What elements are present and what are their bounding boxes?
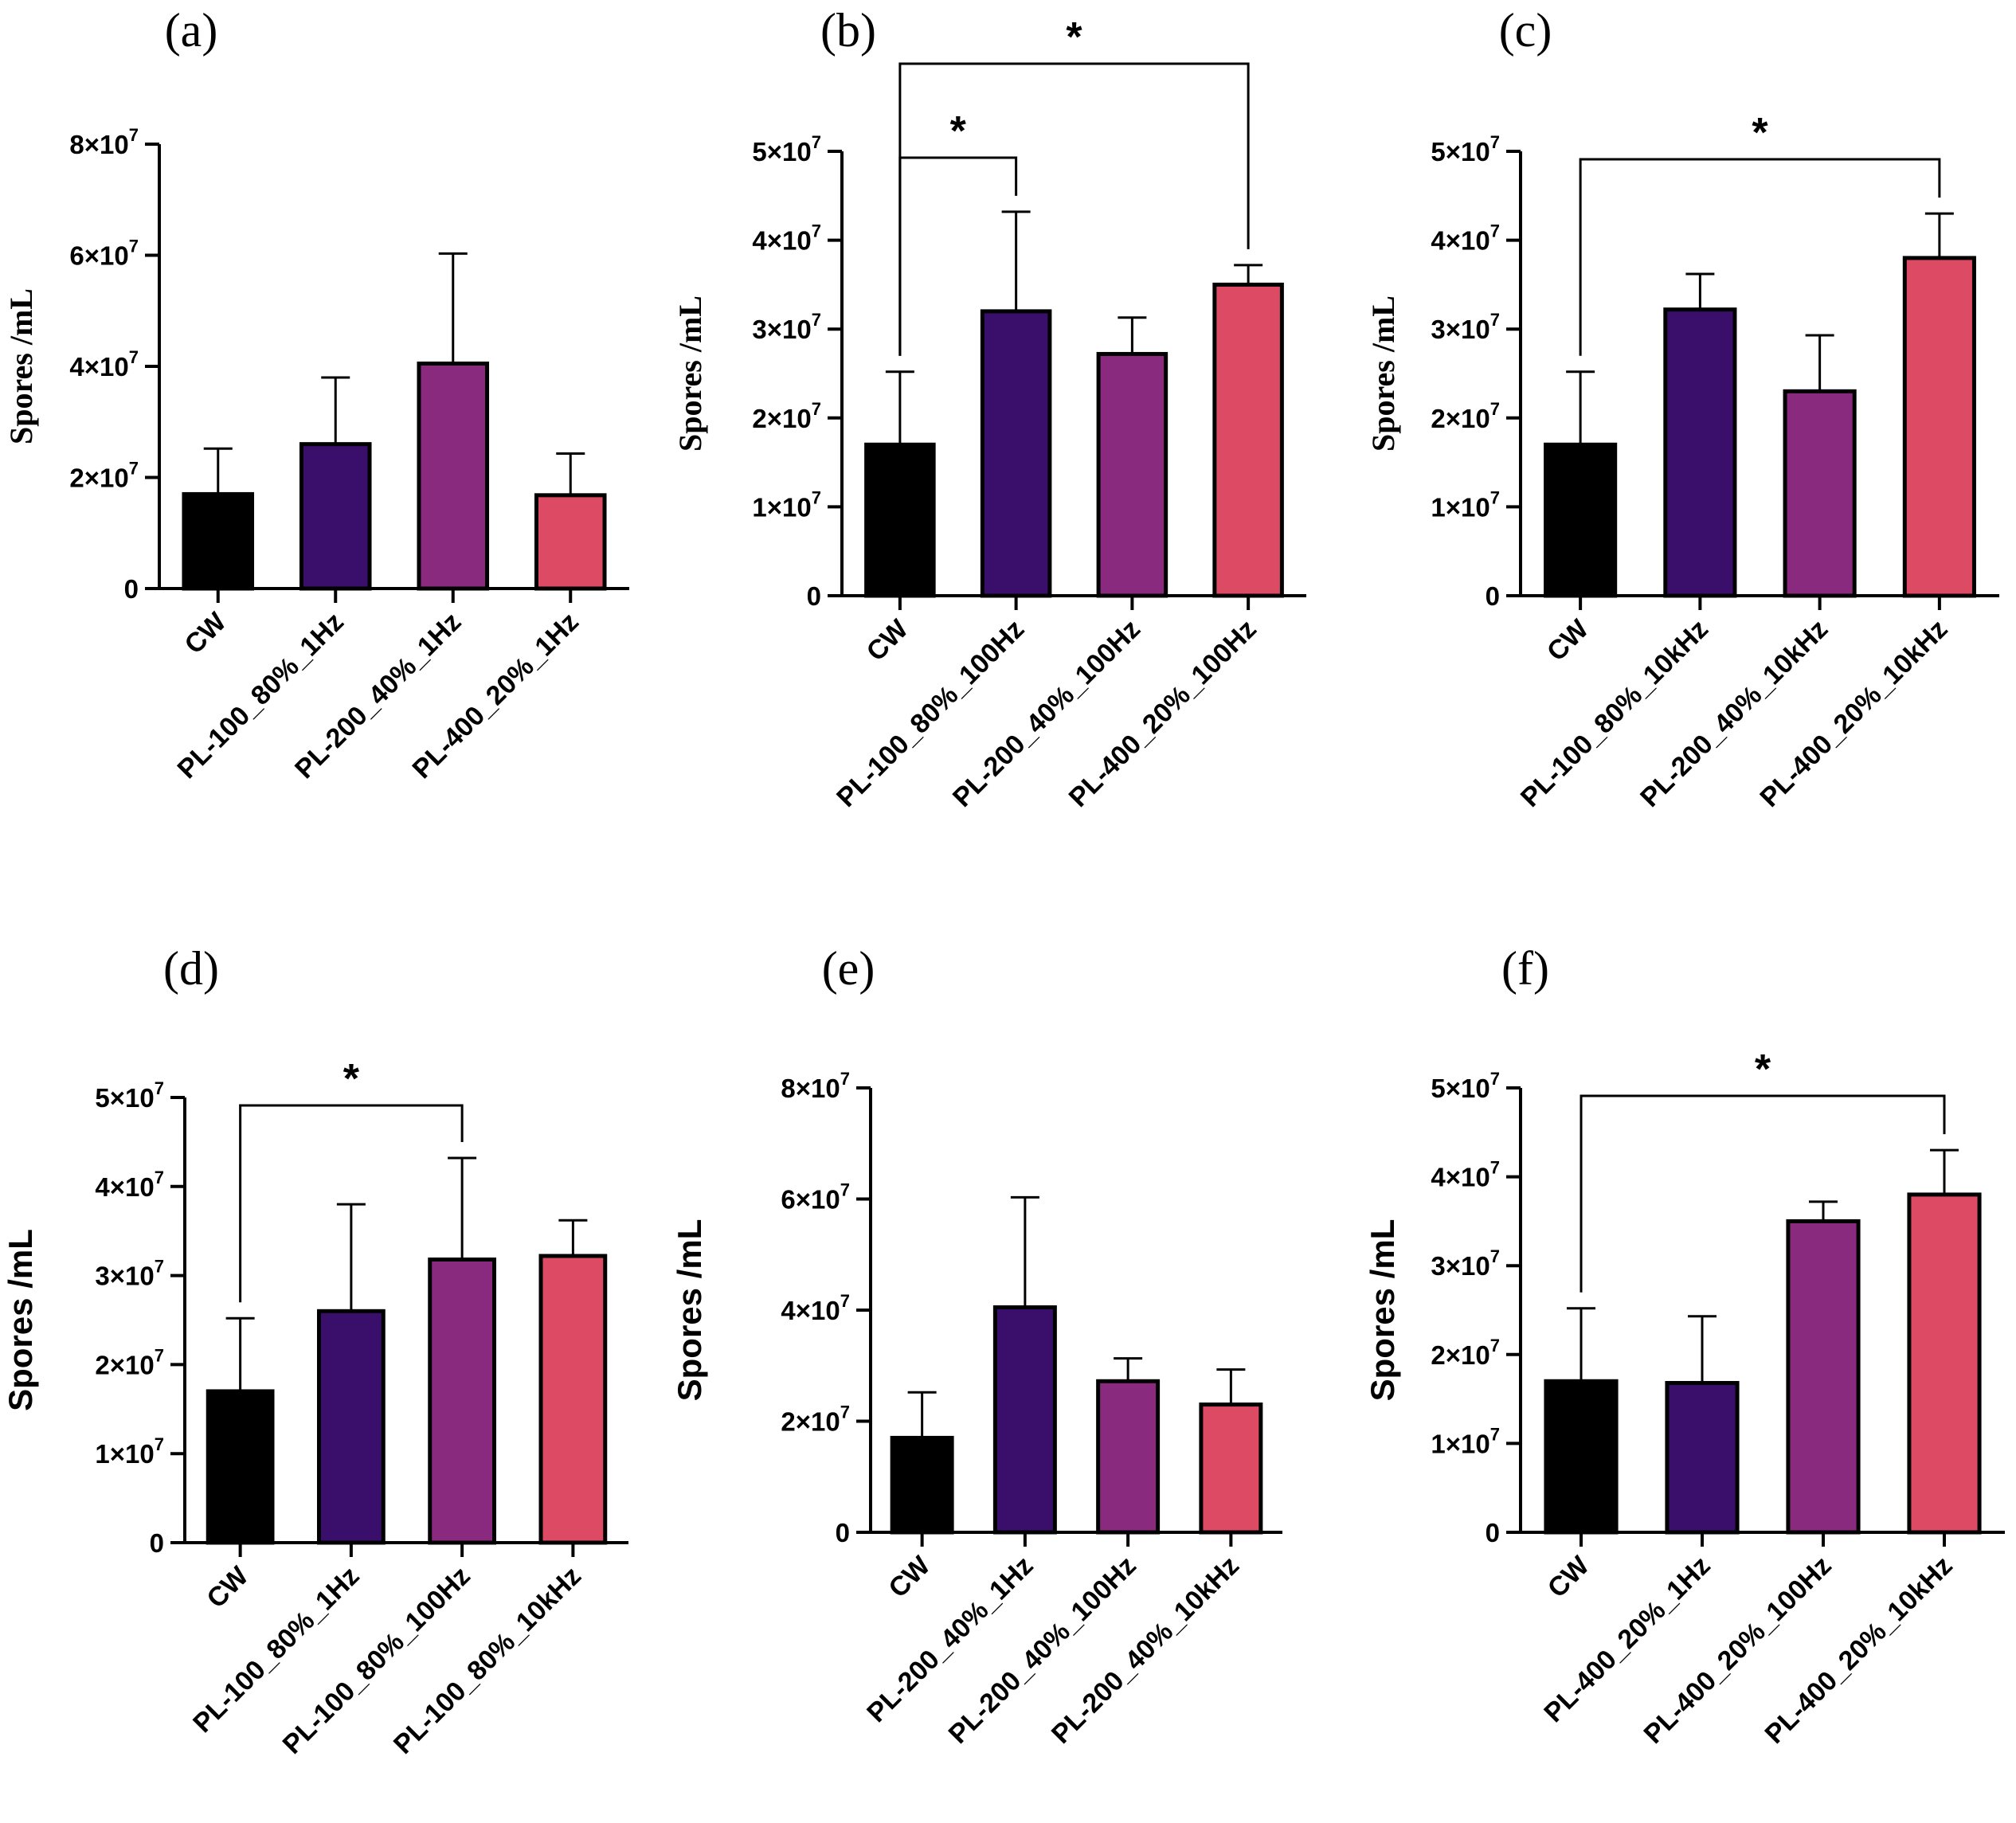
bar — [299, 442, 372, 591]
bar — [1544, 442, 1618, 598]
panel-label: (f) — [1501, 942, 1549, 995]
panel-a: (a)Spores /mL02×1074×1076×1078×107CWPL-1… — [3, 4, 629, 784]
y-tick-label: 2×107 — [1431, 1336, 1500, 1370]
x-tick-label: PL-200_40%_100Hz — [947, 614, 1146, 813]
significance-bracket — [1579, 158, 1941, 356]
panel-f: (f) Spores /mL 0 1×107 2×107 3×107 4×107 5×107 C… — [1364, 942, 2005, 1750]
y-tick-label: 3×107 — [1431, 1246, 1500, 1281]
x-tick-label: CW — [1542, 1550, 1596, 1604]
panel-label: (b) — [820, 4, 876, 57]
significance-star: * — [950, 108, 967, 155]
significance-bracket — [1580, 1094, 1946, 1293]
y-tick-label: 8×107 — [781, 1069, 850, 1103]
panel-d: (d) Spores /mL 0 1×107 2×107 3×107 4×107 5×107 C… — [2, 942, 628, 1760]
y-tick-label: 3×107 — [1431, 310, 1500, 344]
x-tick-label: CW — [883, 1550, 937, 1604]
y-tick-label: 0 — [124, 574, 139, 604]
y-tick-label: 5×107 — [752, 132, 821, 166]
x-tick-label: CW — [201, 1560, 255, 1614]
y-tick-label: 5×107 — [1431, 1069, 1500, 1103]
bar — [534, 493, 607, 591]
bar — [1096, 1379, 1161, 1535]
panel-e: (e)Spores /mL02×1074×1076×1078×107CWPL-2… — [671, 942, 1282, 1750]
bar — [1783, 389, 1857, 598]
y-tick-label: 6×107 — [781, 1180, 850, 1215]
y-tick-label: 2×107 — [1431, 399, 1500, 433]
bar — [864, 442, 936, 598]
y-tick-label: 0 — [1486, 1518, 1500, 1547]
significance-bracket — [898, 62, 1250, 356]
y-tick-label: 4×107 — [1431, 221, 1500, 256]
bar — [890, 1435, 954, 1535]
bar — [538, 1254, 608, 1545]
y-tick-label: 5×107 — [1431, 132, 1500, 166]
x-tick-label: PL-400_20%_100Hz — [1063, 614, 1262, 813]
panel-label: (d) — [163, 942, 219, 995]
y-tick-label: 0 — [807, 581, 821, 611]
y-tick-label: 1×107 — [1431, 487, 1500, 522]
panel-c: (c) Spores /mL 0 1×107 2×107 3×107 4×107 5×107 C… — [1365, 4, 1999, 813]
y-tick-label: 3×107 — [95, 1257, 164, 1291]
x-tick-label: PL-100_80%_100Hz — [277, 1561, 476, 1760]
y-tick-label: 0 — [150, 1528, 164, 1558]
significance-star: * — [343, 1056, 360, 1102]
y-tick-label: 5×107 — [95, 1078, 164, 1113]
y-axis-label: Spores /mL — [1364, 1219, 1401, 1402]
y-tick-label: 1×107 — [95, 1434, 164, 1469]
bar — [980, 309, 1052, 598]
y-axis-label: Spores /mL — [1365, 295, 1401, 452]
y-tick-label: 4×107 — [95, 1168, 164, 1202]
bar — [182, 491, 255, 591]
bar — [1786, 1219, 1861, 1535]
x-tick-label: PL-200_40%_10kHz — [1046, 1551, 1245, 1750]
x-tick-label: PL-200_40%_100Hz — [943, 1551, 1142, 1750]
panel-label: (c) — [1499, 4, 1552, 57]
bar — [992, 1305, 1057, 1535]
x-tick-label: PL-100_80%_100Hz — [831, 614, 1030, 813]
bar — [428, 1257, 497, 1545]
bar — [1907, 1192, 1982, 1535]
y-tick-label: 4×107 — [781, 1291, 850, 1325]
significance-bracket — [239, 1104, 464, 1303]
y-tick-label: 2×107 — [69, 459, 139, 493]
panel-label: (e) — [822, 942, 875, 995]
y-tick-label: 2×107 — [752, 399, 821, 433]
y-tick-label: 1×107 — [752, 487, 821, 522]
x-tick-label: CW — [861, 613, 915, 667]
bar — [1096, 351, 1168, 598]
bar — [1665, 1381, 1740, 1535]
bar — [417, 362, 490, 591]
x-tick-label: CW — [178, 606, 233, 660]
significance-star: * — [1755, 1046, 1771, 1093]
panel-label: (a) — [165, 4, 218, 57]
y-tick-label: 1×107 — [1431, 1424, 1500, 1458]
bar — [1212, 282, 1284, 598]
y-tick-label: 0 — [836, 1518, 850, 1547]
x-tick-label: PL-100_80%_10kHz — [388, 1561, 587, 1760]
significance-star: * — [1752, 110, 1768, 156]
y-tick-label: 4×107 — [69, 347, 139, 381]
y-axis-label: Spores /mL — [2, 1229, 39, 1411]
y-tick-label: 0 — [1486, 581, 1500, 611]
y-tick-label: 2×107 — [781, 1402, 850, 1437]
y-axis-label: Spores /mL — [671, 1219, 708, 1402]
y-tick-label: 2×107 — [95, 1345, 164, 1379]
bar — [1199, 1402, 1263, 1535]
x-tick-label: CW — [1541, 613, 1595, 667]
panel-b: (b) Spores /mL 0 1×107 2×107 3×107 4×107 5×107 C… — [672, 4, 1306, 813]
significance-star: * — [1066, 14, 1082, 61]
bar — [1663, 307, 1737, 598]
y-tick-label: 4×107 — [752, 221, 821, 256]
bar — [316, 1309, 386, 1545]
bar — [206, 1389, 275, 1545]
y-tick-label: 8×107 — [69, 125, 139, 159]
bar — [1544, 1379, 1619, 1535]
y-tick-label: 6×107 — [69, 237, 139, 271]
bar — [1902, 256, 1976, 598]
y-axis-label: Spores /mL — [672, 295, 708, 452]
y-axis-label: Spores /mL — [3, 288, 39, 444]
y-tick-label: 3×107 — [752, 310, 821, 344]
y-tick-label: 4×107 — [1431, 1158, 1500, 1192]
